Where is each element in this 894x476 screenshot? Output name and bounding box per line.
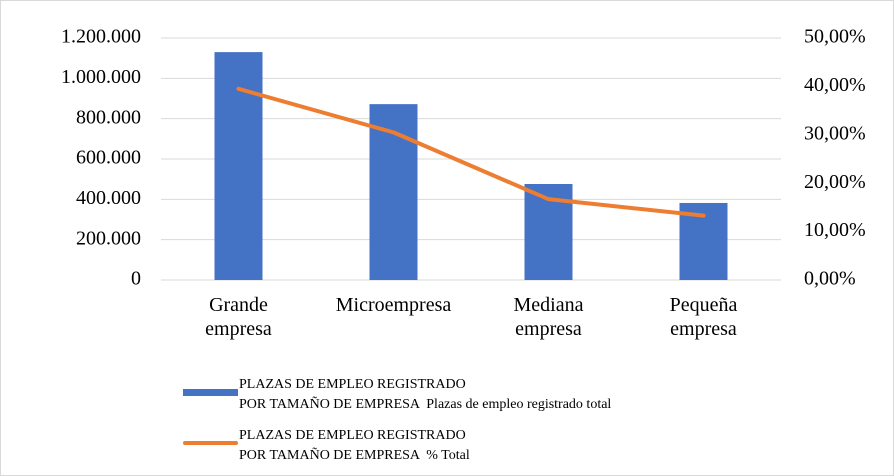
legend-swatch [183,389,238,396]
y-tick-label: 400.000 [76,187,141,209]
y2-tick-label: 40,00% [804,74,866,96]
bar [214,52,263,280]
y-tick-label: 1.000.000 [61,66,141,88]
x-tick-label: Grande empresa [205,294,272,340]
y-tick-label: 800.000 [76,106,141,128]
x-tick-label: Microempresa [335,294,452,316]
y2-tick-label: 20,00% [804,171,866,193]
y-tick-label: 0 [131,268,141,290]
x-tick-label: Mediana empresa [513,294,584,340]
y-tick-label: 600.000 [76,147,141,169]
y2-tick-label: 30,00% [804,122,866,144]
x-tick-label: Pequeña empresa [669,294,738,340]
y2-tick-label: 10,00% [804,219,866,241]
legend-label: PLAZAS DE EMPLEO REGISTRADO POR TAMAÑO D… [239,377,612,412]
y-tick-label: 1.200.000 [61,26,141,48]
y2-tick-label: 0,00% [804,268,856,290]
legend-label: PLAZAS DE EMPLEO REGISTRADO POR TAMAÑO D… [239,428,470,463]
y-tick-label: 200.000 [76,227,141,249]
y2-tick-label: 50,00% [804,26,866,48]
line [236,86,706,218]
legend-swatch [183,441,238,445]
